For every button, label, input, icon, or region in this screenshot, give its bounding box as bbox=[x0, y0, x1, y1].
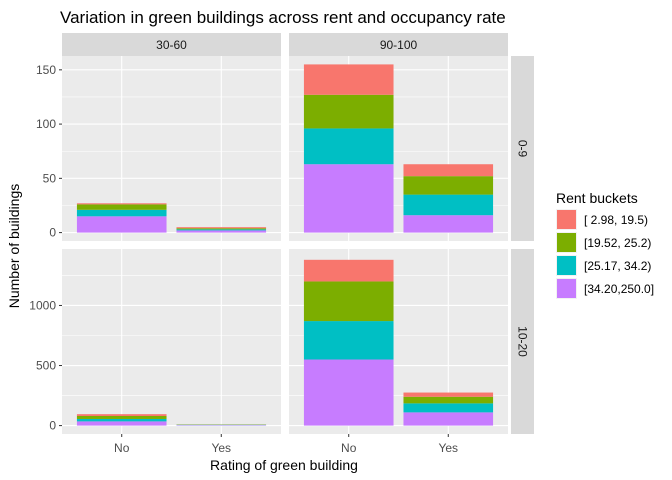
bar-segment-no-19-52-25-2 bbox=[76, 204, 167, 210]
facet-panel-10-20-30-60 bbox=[62, 249, 281, 434]
facet-strip-column bbox=[62, 33, 281, 56]
panel-background bbox=[62, 249, 281, 434]
facet-strips: 30-60 90-100 0-9 10-20 bbox=[62, 33, 534, 434]
chart-axes: 0 50 100 150 0 500 1000 No Yes No Yes bbox=[29, 63, 458, 455]
bar-segment-no-34-20-250-0 bbox=[76, 216, 167, 233]
facet-panel-0-9-30-60 bbox=[62, 56, 281, 241]
y-tick-label: 1000 bbox=[29, 298, 56, 312]
bar-segment-no-34-20-250-0 bbox=[303, 359, 394, 426]
bar-segment-yes-2-98-19-5 bbox=[403, 164, 494, 177]
bar-segment-no-25-17-34-2 bbox=[76, 418, 167, 422]
legend-title: Rent buckets bbox=[556, 190, 638, 206]
bar-segment-yes-34-20-250-0 bbox=[403, 412, 494, 426]
bar-segment-no-19-52-25-2 bbox=[303, 281, 394, 322]
bar-segment-no-2-98-19-5 bbox=[76, 203, 167, 205]
x-tick-label-yes: Yes bbox=[438, 441, 458, 455]
bar-segment-yes-25-17-34-2 bbox=[403, 403, 494, 413]
facet-row-label-0-9: 0-9 bbox=[516, 140, 530, 158]
bar-segment-no-2-98-19-5 bbox=[303, 259, 394, 282]
bar-segment-no-25-17-34-2 bbox=[303, 321, 394, 360]
x-axis-title: Rating of green building bbox=[210, 457, 358, 473]
bar-segment-no-19-52-25-2 bbox=[76, 415, 167, 419]
facet-panel-0-9-90-100 bbox=[289, 56, 508, 241]
legend-swatch-34-20-250-0 bbox=[557, 279, 576, 298]
bar-segment-yes-25-17-34-2 bbox=[176, 229, 267, 231]
bar-segment-no-25-17-34-2 bbox=[76, 209, 167, 217]
y-tick-label: 150 bbox=[36, 63, 56, 77]
x-tick-label-yes: Yes bbox=[211, 441, 231, 455]
bar-segment-no-2-98-19-5 bbox=[76, 414, 167, 416]
facet-strip-column bbox=[289, 33, 508, 56]
y-tick-label: 100 bbox=[36, 117, 56, 131]
facet-column-label-30-60: 30-60 bbox=[156, 38, 187, 52]
legend-label-2-98-19-5: [ 2.98, 19.5) bbox=[584, 213, 648, 227]
facet-strip-row bbox=[511, 56, 534, 241]
facet-panel-10-20-90-100 bbox=[289, 249, 508, 434]
bar-segment-no-2-98-19-5 bbox=[303, 64, 394, 95]
legend-label-25-17-34-2: [25.17, 34.2) bbox=[584, 259, 651, 273]
y-tick-label: 0 bbox=[49, 419, 56, 433]
facet-strip-row bbox=[511, 249, 534, 434]
bar-segment-no-34-20-250-0 bbox=[303, 164, 394, 233]
legend-label-34-20-250-0: [34.20,250.0] bbox=[584, 282, 654, 296]
bar-segment-yes-19-52-25-2 bbox=[403, 396, 494, 404]
legend-swatch-2-98-19-5 bbox=[557, 210, 576, 229]
bar-segment-no-25-17-34-2 bbox=[303, 128, 394, 165]
legend-label-19-52-25-2: [19.52, 25.2) bbox=[584, 236, 651, 250]
x-tick-label-no: No bbox=[341, 441, 357, 455]
y-tick-label: 50 bbox=[43, 171, 57, 185]
bar-segment-yes-19-52-25-2 bbox=[176, 228, 267, 230]
bar-segment-yes-2-98-19-5 bbox=[403, 392, 494, 397]
legend-swatch-19-52-25-2 bbox=[557, 233, 576, 252]
x-tick-label-no: No bbox=[114, 441, 130, 455]
bar-segment-no-19-52-25-2 bbox=[303, 94, 394, 129]
facet-row-label-10-20: 10-20 bbox=[516, 326, 530, 357]
bar-segment-yes-2-98-19-5 bbox=[176, 227, 267, 229]
bar-segment-yes-25-17-34-2 bbox=[403, 194, 494, 216]
bar-segment-yes-34-20-250-0 bbox=[176, 230, 267, 233]
facet-column-label-90-100: 90-100 bbox=[380, 38, 418, 52]
y-tick-label: 0 bbox=[49, 226, 56, 240]
legend: Rent buckets [ 2.98, 19.5) [19.52, 25.2) [… bbox=[556, 190, 654, 299]
y-tick-label: 500 bbox=[36, 359, 56, 373]
bar-segment-no-34-20-250-0 bbox=[76, 421, 167, 426]
chart-title: Variation in green buildings across rent… bbox=[60, 8, 506, 27]
y-axis-title: Number of buildings bbox=[6, 184, 22, 309]
chart-panels bbox=[62, 56, 508, 434]
bar-segment-yes-19-52-25-2 bbox=[403, 176, 494, 195]
legend-swatch-25-17-34-2 bbox=[557, 256, 576, 275]
bar-segment-yes-34-20-250-0 bbox=[403, 215, 494, 233]
